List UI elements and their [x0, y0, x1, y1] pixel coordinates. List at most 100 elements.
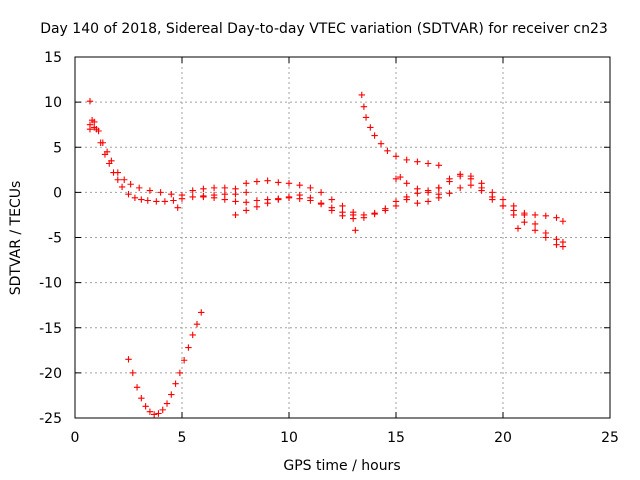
data-point — [174, 204, 181, 211]
data-point — [161, 198, 169, 205]
data-point — [317, 189, 325, 196]
series-10 — [86, 98, 522, 234]
data-point — [142, 403, 149, 410]
data-point — [114, 169, 121, 176]
data-point — [559, 218, 567, 225]
data-point — [392, 153, 400, 160]
data-point — [221, 196, 228, 203]
data-point — [91, 118, 98, 126]
data-point — [108, 157, 115, 164]
data-point — [296, 195, 303, 202]
data-point — [144, 197, 151, 204]
y-tick-label: 0 — [53, 185, 62, 201]
data-point — [243, 207, 250, 214]
data-point — [170, 197, 177, 204]
data-point — [367, 124, 374, 131]
axis-ticks: 0 5 10 15 20 25 -25 -20 -15 -10 -5 0 5 10 15 — [39, 50, 619, 446]
data-point — [352, 227, 359, 234]
data-point — [275, 179, 282, 186]
x-tick-label: 25 — [601, 430, 619, 446]
data-point — [131, 194, 139, 201]
data-point — [232, 211, 239, 219]
y-tick-label: -15 — [39, 321, 62, 337]
data-point — [168, 391, 175, 398]
series-4 — [200, 193, 357, 219]
y-axis-label: SDTVAR / TECUs — [8, 181, 24, 296]
data-point — [510, 202, 517, 210]
data-point — [424, 198, 432, 205]
x-tick-label: 20 — [494, 430, 512, 446]
data-series — [86, 91, 567, 418]
data-point — [328, 204, 335, 211]
x-tick-label: 0 — [71, 430, 80, 446]
data-point — [150, 411, 158, 418]
data-point — [129, 369, 136, 377]
data-point — [478, 180, 485, 187]
data-point — [159, 406, 166, 414]
y-tick-label: -20 — [39, 366, 62, 382]
x-axis-label: GPS time / hours — [283, 458, 400, 474]
data-point — [136, 184, 143, 192]
data-point — [253, 178, 261, 185]
y-tick-label: 10 — [44, 95, 62, 111]
data-point — [362, 114, 370, 121]
data-point — [146, 187, 154, 194]
data-point — [189, 331, 196, 339]
data-point — [103, 148, 111, 155]
data-point — [553, 214, 560, 221]
data-point — [221, 190, 228, 198]
data-point — [514, 225, 522, 232]
data-point — [221, 184, 228, 192]
data-point — [392, 175, 400, 183]
data-point — [467, 172, 475, 180]
series-3 — [243, 177, 400, 219]
series-5 — [358, 91, 442, 169]
data-point — [499, 196, 507, 203]
data-point — [176, 369, 184, 377]
series-2 — [232, 189, 442, 222]
data-point — [382, 207, 389, 214]
data-point — [350, 211, 357, 219]
data-point — [424, 187, 432, 194]
x-tick-label: 5 — [178, 430, 187, 446]
data-point — [489, 189, 496, 196]
data-point — [172, 380, 179, 387]
data-point — [371, 209, 378, 217]
data-point — [521, 211, 528, 219]
data-point — [133, 384, 141, 391]
data-point — [99, 139, 107, 146]
data-point — [531, 211, 539, 219]
data-point — [403, 196, 410, 203]
data-point — [360, 211, 368, 219]
data-point — [457, 171, 464, 178]
data-point — [424, 160, 432, 167]
data-point — [435, 194, 442, 201]
data-point — [243, 180, 250, 187]
data-point — [125, 356, 132, 363]
data-point — [435, 184, 442, 192]
data-point — [467, 181, 475, 189]
data-point — [285, 194, 293, 201]
data-point — [86, 98, 94, 105]
plot-frame — [74, 56, 611, 419]
data-point — [121, 176, 128, 183]
data-point — [446, 175, 453, 183]
data-point — [403, 156, 410, 164]
data-point — [253, 203, 261, 211]
data-point — [317, 200, 325, 207]
data-point — [377, 140, 385, 147]
data-point — [232, 190, 239, 198]
data-point — [339, 209, 346, 216]
data-point — [397, 173, 404, 181]
data-point — [86, 126, 94, 133]
data-point — [189, 187, 196, 194]
series-6 — [392, 172, 567, 225]
data-point — [414, 185, 421, 192]
data-point — [521, 218, 528, 226]
series-9 — [125, 309, 205, 418]
y-tick-label: 15 — [44, 50, 62, 66]
data-point — [253, 197, 261, 204]
y-tick-label: -10 — [39, 276, 62, 292]
data-point — [178, 191, 186, 199]
y-tick-label: -5 — [48, 231, 62, 247]
